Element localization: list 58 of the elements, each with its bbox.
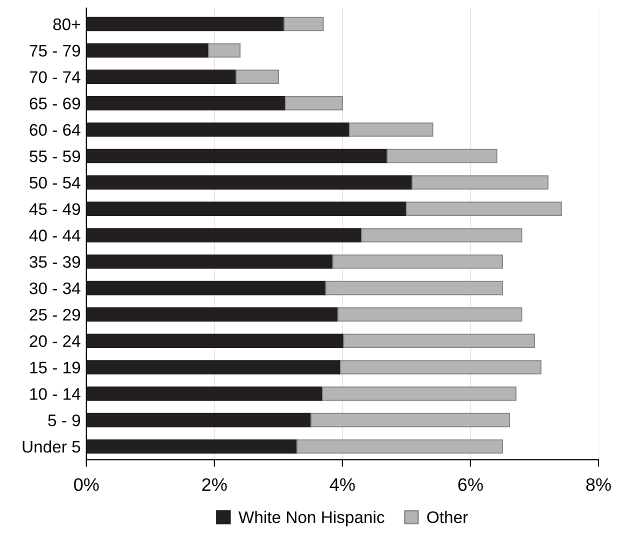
bar (412, 175, 548, 190)
bar (86, 280, 326, 296)
bar (284, 16, 324, 32)
y-tick-label: 50 - 54 (30, 176, 80, 189)
bar (86, 16, 285, 32)
y-tick-label: Under 5 (22, 440, 80, 453)
bar (325, 280, 504, 296)
y-tick-label: 45 - 49 (29, 203, 80, 216)
bar (86, 148, 388, 164)
y-tick-label: 55 - 59 (30, 150, 80, 162)
x-tick-label: 0% (74, 478, 99, 491)
y-tick-label: 10 - 14 (30, 388, 80, 400)
bar (86, 43, 210, 58)
y-tick-label: 30 - 34 (30, 282, 80, 294)
y-tick-label: 40 - 44 (29, 230, 80, 242)
bar (343, 334, 536, 348)
bar (86, 360, 342, 374)
bar (236, 70, 279, 84)
y-tick-label: 60 - 64 (30, 124, 80, 136)
bar (348, 122, 434, 137)
bar (86, 228, 362, 242)
bar (86, 334, 344, 348)
y-tick-label: 20 - 24 (30, 335, 80, 348)
bar (86, 96, 286, 110)
bar (86, 254, 334, 269)
bar (86, 439, 298, 454)
bar (340, 360, 542, 374)
legend-label: White Non Hispanic (238, 510, 384, 526)
x-tick-label: 4% (330, 478, 355, 491)
y-tick-label: 35 - 39 (30, 256, 80, 268)
bar (284, 96, 343, 110)
bar (332, 254, 504, 269)
bar (406, 202, 562, 216)
y-tick-label: 65 - 69 (30, 98, 80, 110)
bar (86, 386, 324, 401)
bar (322, 386, 516, 401)
y-tick-label: 15 - 19 (30, 362, 80, 374)
bar (386, 148, 498, 164)
bar (86, 202, 408, 216)
bar (86, 412, 312, 428)
bar (86, 307, 339, 322)
x-tick-label: 6% (458, 478, 483, 491)
bar (86, 122, 350, 137)
y-tick-label: 80+ (53, 18, 80, 30)
x-tick-label: 2% (202, 478, 227, 491)
legend-label: Other (427, 510, 468, 524)
bar (86, 70, 237, 84)
x-tick-label: 8% (586, 478, 611, 491)
bar (86, 175, 413, 190)
bar (361, 228, 522, 242)
y-tick-label: 75 - 79 (30, 44, 80, 57)
bar (296, 439, 504, 454)
y-tick-label: 70 - 74 (30, 71, 80, 84)
bar (208, 43, 241, 58)
bar (310, 412, 510, 428)
y-tick-label: 5 - 9 (48, 414, 80, 426)
y-tick-label: 25 - 29 (30, 308, 80, 321)
bar (337, 307, 522, 322)
